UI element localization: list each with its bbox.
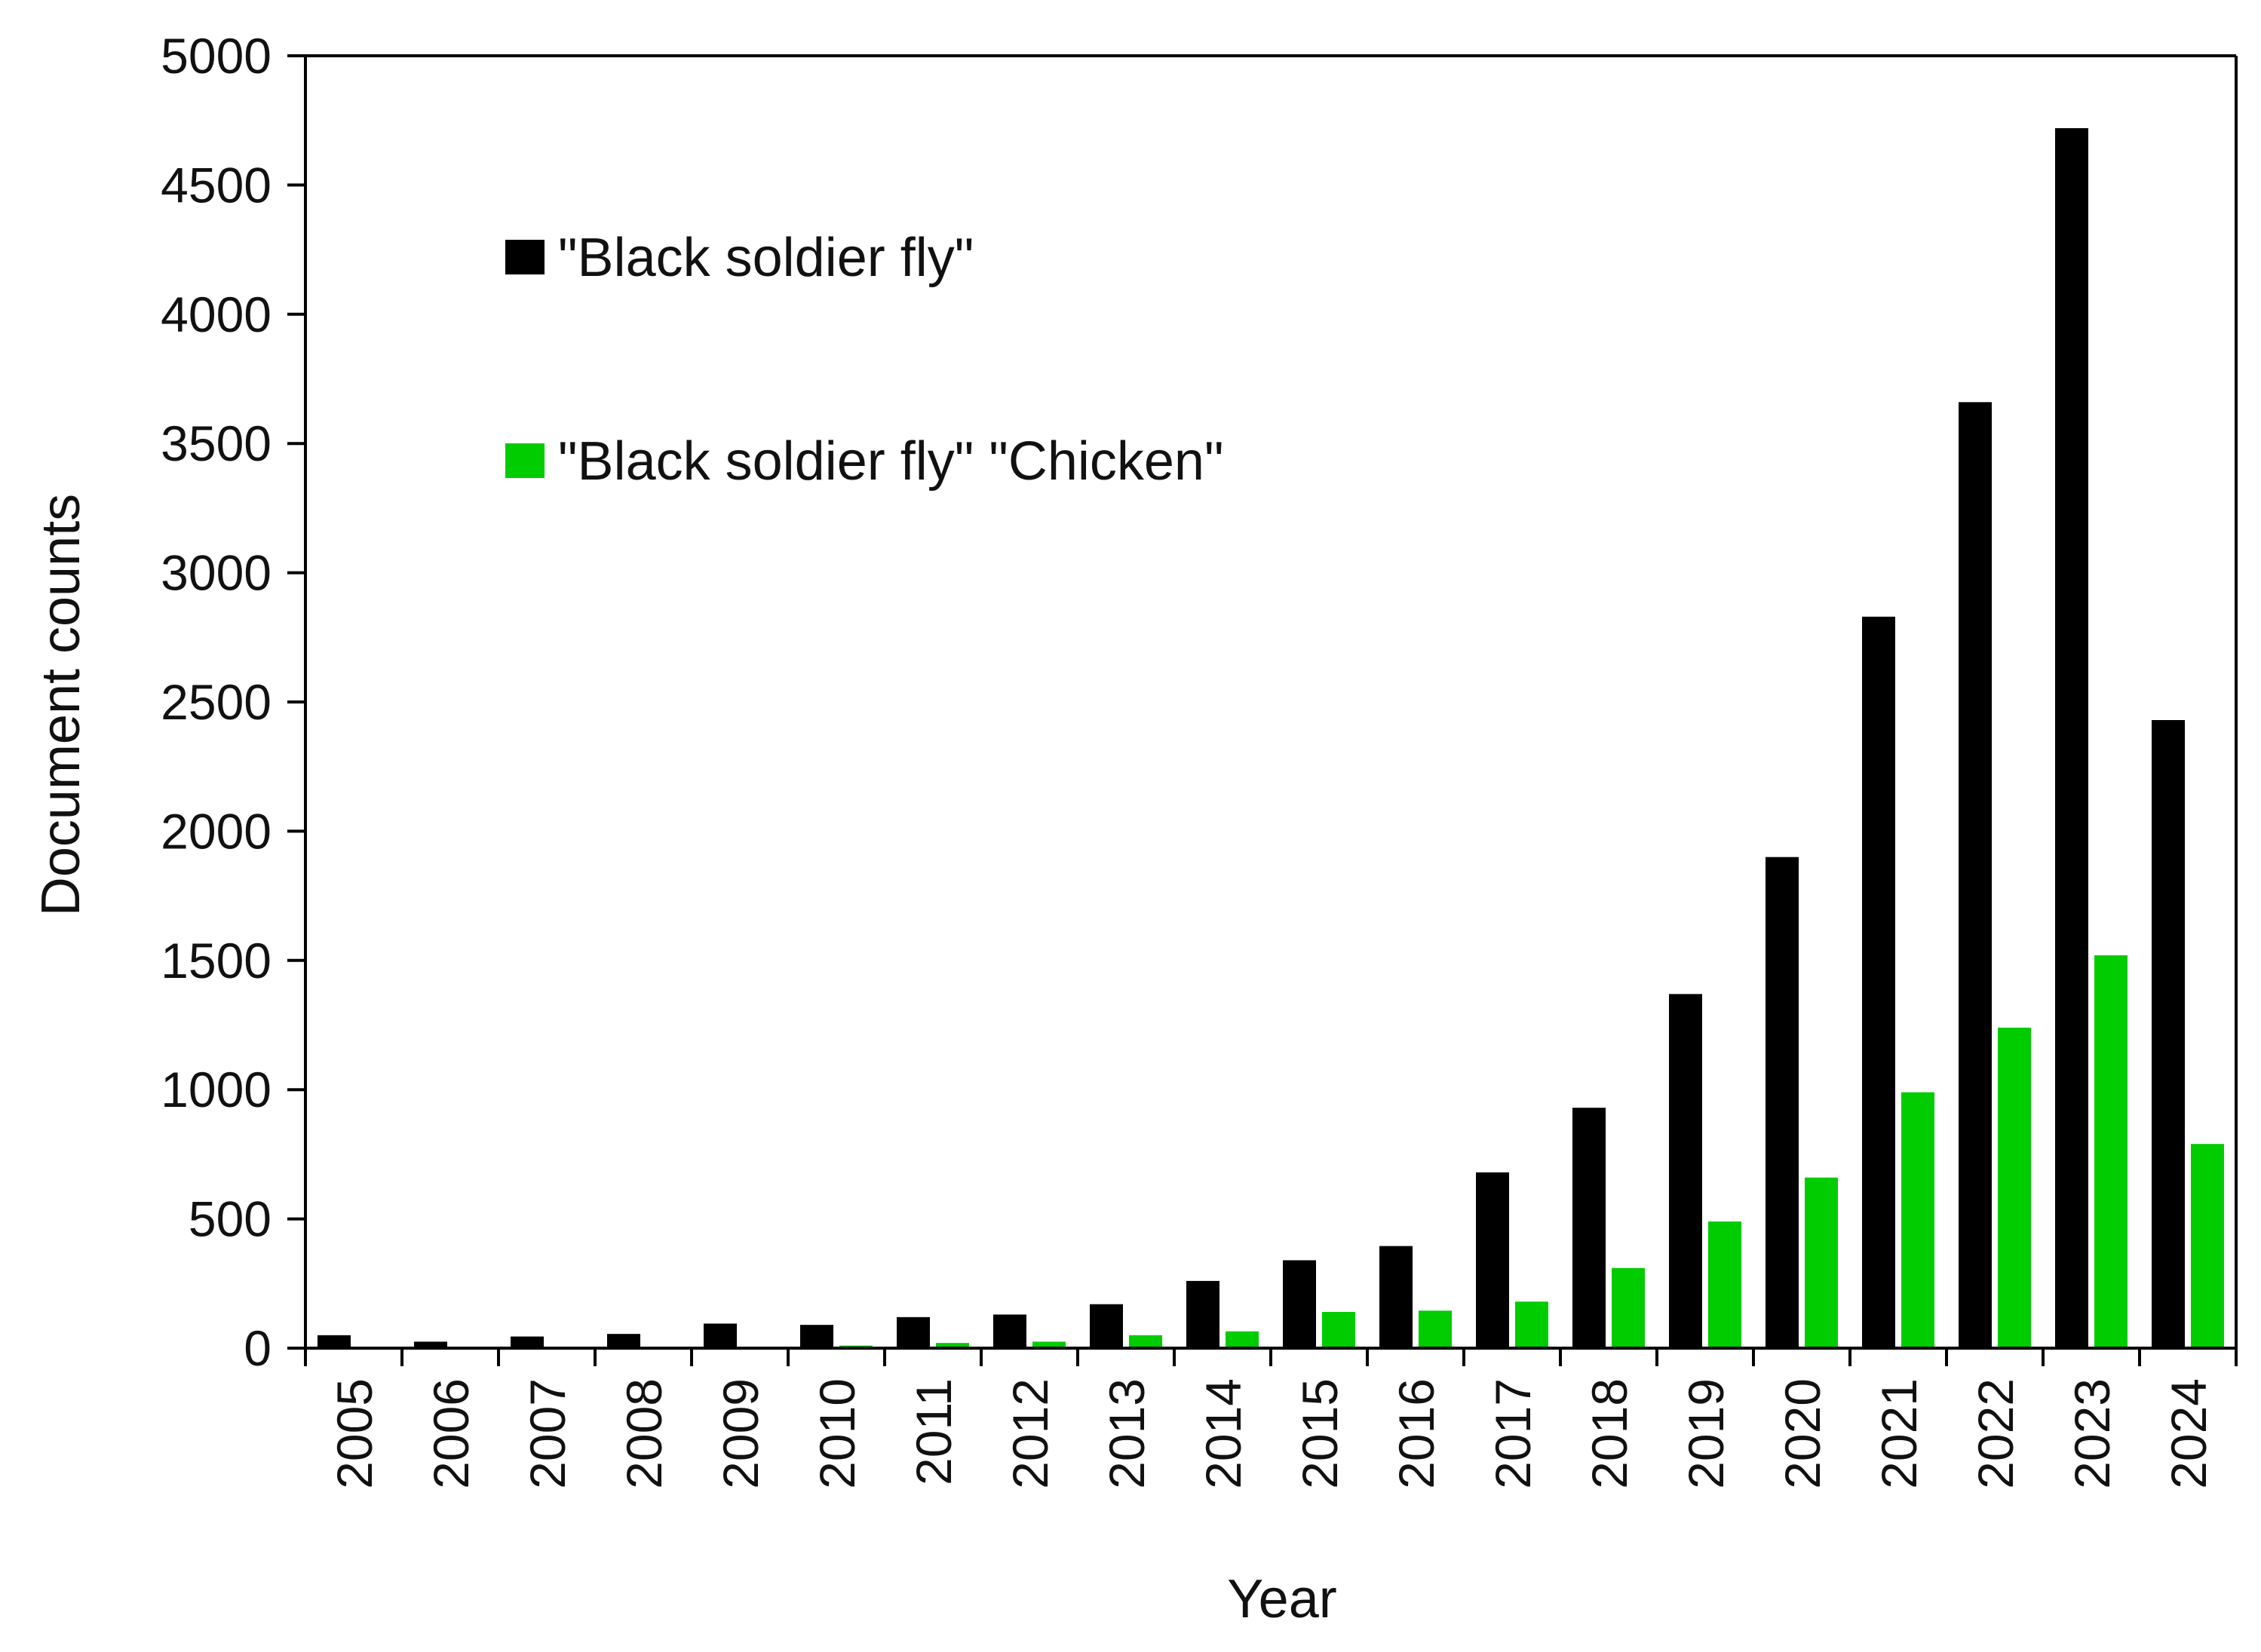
bar-black-soldier-fly xyxy=(2152,719,2185,1348)
x-axis-label: Year xyxy=(1227,1569,1336,1629)
x-tick-label: 2015 xyxy=(1292,1378,1348,1489)
x-tick-label: 2017 xyxy=(1485,1378,1541,1489)
bar-black-soldier-fly-chicken xyxy=(1419,1310,1452,1348)
bar-black-soldier-fly-chicken xyxy=(2191,1144,2224,1348)
bar-black-soldier-fly xyxy=(1186,1280,1219,1348)
x-tick-label: 2023 xyxy=(2064,1378,2120,1489)
bar-black-soldier-fly xyxy=(1476,1172,1509,1348)
x-tick-label: 2022 xyxy=(1968,1378,2023,1489)
y-tick-label: 5000 xyxy=(161,28,272,84)
bar-black-soldier-fly xyxy=(1572,1108,1606,1348)
bar-black-soldier-fly-chicken xyxy=(1708,1221,1741,1348)
x-tick-label: 2008 xyxy=(616,1378,672,1489)
x-tick-label: 2016 xyxy=(1388,1378,1444,1489)
x-tick-label: 2005 xyxy=(327,1378,382,1489)
bar-black-soldier-fly xyxy=(318,1335,351,1348)
bar-black-soldier-fly xyxy=(511,1336,544,1348)
legend-swatch-black-soldier-fly xyxy=(505,240,545,274)
bar-black-soldier-fly xyxy=(1959,402,1992,1348)
legend-label-black-soldier-fly-chicken: "Black soldier fly" "Chicken" xyxy=(558,431,1224,492)
bar-black-soldier-fly-chicken xyxy=(1129,1335,1162,1348)
legend-swatch-black-soldier-fly-chicken xyxy=(505,443,545,478)
y-tick-label: 1000 xyxy=(161,1062,272,1117)
bars xyxy=(318,127,2224,1348)
y-axis-ticks: 0 500 1000 1500 2000 2500 3000 3500 4000 4500 5000 xyxy=(161,28,305,1376)
bar-black-soldier-fly-chicken xyxy=(1901,1092,1934,1348)
x-tick-label: 2013 xyxy=(1099,1378,1155,1489)
x-tick-label: 2024 xyxy=(2161,1378,2217,1489)
x-tick-label: 2010 xyxy=(809,1378,865,1489)
bar-black-soldier-fly xyxy=(1379,1246,1413,1348)
x-tick-label: 2011 xyxy=(906,1378,962,1485)
bar-black-soldier-fly xyxy=(2055,127,2088,1348)
bar-black-soldier-fly-chicken xyxy=(1805,1177,1838,1348)
bar-black-soldier-fly xyxy=(897,1316,930,1348)
bar-black-soldier-fly xyxy=(414,1341,447,1348)
y-tick-label: 1500 xyxy=(161,933,272,988)
bar-black-soldier-fly xyxy=(1766,857,1799,1348)
bar-black-soldier-fly-chicken xyxy=(1612,1267,1645,1348)
bar-black-soldier-fly xyxy=(1090,1304,1123,1348)
x-tick-label: 2021 xyxy=(1871,1378,1927,1489)
y-tick-label: 2000 xyxy=(161,803,272,859)
x-tick-label: 2012 xyxy=(1002,1378,1058,1489)
x-axis-ticks: 2005 2006 2007 2008 2009 2010 2011 2012 2013 2014… xyxy=(304,1348,2238,1489)
bar-black-soldier-fly-chicken xyxy=(1998,1027,2031,1348)
legend: "Black soldier fly" "Black soldier fly" … xyxy=(505,228,1224,492)
legend-label-black-soldier-fly: "Black soldier fly" xyxy=(558,228,974,288)
y-tick-label: 3000 xyxy=(161,545,272,601)
x-tick-label: 2006 xyxy=(423,1378,479,1489)
bar-black-soldier-fly-chicken xyxy=(1322,1312,1355,1348)
y-axis-label: Document counts xyxy=(31,494,91,916)
bar-black-soldier-fly xyxy=(1283,1260,1316,1348)
y-tick-label: 4000 xyxy=(161,287,272,342)
x-tick-label: 2009 xyxy=(713,1378,768,1489)
bar-black-soldier-fly xyxy=(607,1334,640,1348)
y-tick-label: 2500 xyxy=(161,674,272,730)
bar-black-soldier-fly xyxy=(1669,994,1702,1348)
bar-black-soldier-fly-chicken xyxy=(1515,1301,1548,1348)
x-tick-label: 2019 xyxy=(1678,1378,1734,1489)
bar-black-soldier-fly-chicken xyxy=(1032,1341,1066,1348)
bar-black-soldier-fly xyxy=(800,1325,833,1348)
bar-black-soldier-fly xyxy=(993,1314,1026,1348)
x-tick-label: 2014 xyxy=(1195,1378,1251,1489)
x-tick-label: 2018 xyxy=(1581,1378,1637,1489)
bar-black-soldier-fly-chicken xyxy=(1226,1331,1259,1348)
bar-black-soldier-fly xyxy=(704,1323,737,1348)
y-tick-label: 3500 xyxy=(161,415,272,471)
y-tick-label: 4500 xyxy=(161,157,272,213)
bar-black-soldier-fly-chicken xyxy=(936,1343,969,1348)
bar-black-soldier-fly xyxy=(1862,616,1895,1348)
bar-black-soldier-fly-chicken xyxy=(2094,955,2128,1348)
y-tick-label: 0 xyxy=(244,1320,272,1376)
x-tick-label: 2020 xyxy=(1775,1378,1830,1489)
y-tick-label: 500 xyxy=(189,1191,272,1247)
x-tick-label: 2007 xyxy=(520,1378,575,1489)
